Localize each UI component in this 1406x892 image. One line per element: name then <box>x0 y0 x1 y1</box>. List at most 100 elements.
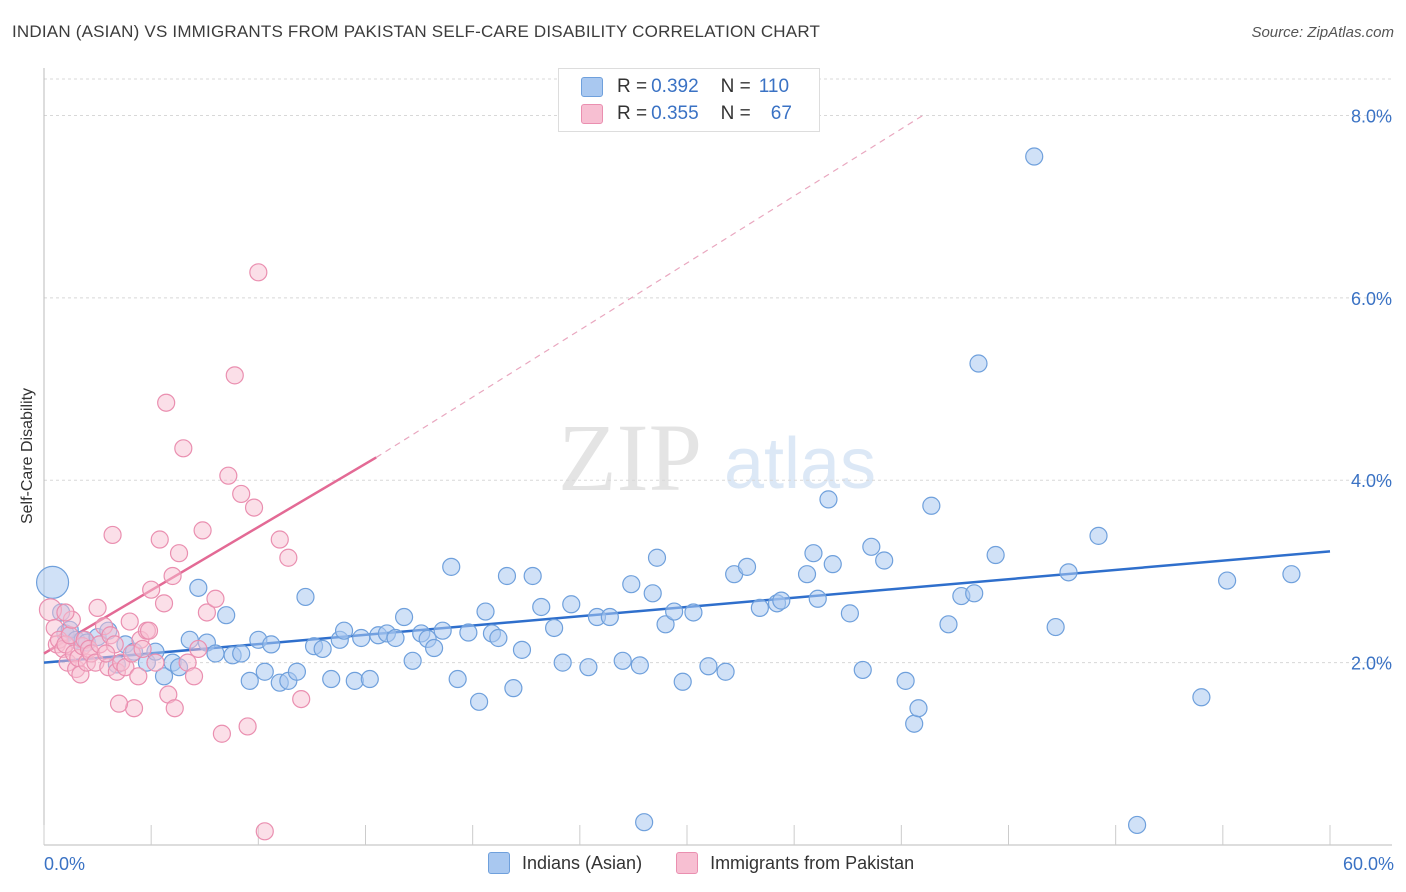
point-pakistan <box>255 822 274 841</box>
point-indians <box>600 607 619 627</box>
point-indians <box>896 671 915 690</box>
legend-row-indians: R = 0.392 N = 110 <box>581 74 789 100</box>
point-indians <box>939 615 958 634</box>
y-tick-label: 8.0% <box>1351 106 1392 126</box>
point-indians <box>296 587 315 607</box>
legend-label-pakistan: Immigrants from Pakistan <box>710 852 915 873</box>
point-indians <box>394 607 414 627</box>
legend-swatch-pink <box>676 852 699 874</box>
legend-r-label: R = <box>617 103 648 124</box>
point-indians <box>322 669 341 689</box>
point-indians <box>840 604 859 623</box>
axes <box>43 68 1392 846</box>
point-indians <box>656 615 675 634</box>
point-indians <box>523 566 542 586</box>
point-indians <box>1192 688 1211 707</box>
point-indians <box>206 644 225 663</box>
point-pakistan <box>244 498 264 517</box>
point-pakistan <box>165 699 184 718</box>
point-indians <box>1127 815 1147 835</box>
point-indians <box>512 640 532 659</box>
point-indians <box>613 651 632 670</box>
point-indians <box>804 544 823 563</box>
point-pakistan <box>109 694 129 713</box>
point-indians <box>622 575 641 594</box>
point-indians <box>1282 565 1301 584</box>
point-indians <box>772 591 791 610</box>
legend-row-pakistan: R = 0.355 N = 67 <box>581 101 792 127</box>
point-pakistan <box>88 598 107 618</box>
y-tick-label: 6.0% <box>1351 289 1392 309</box>
correlation-legend: R = 0.392 N = 110 R = 0.355 N = 67 <box>558 68 820 132</box>
point-indians <box>665 602 684 621</box>
point-pakistan <box>133 639 152 659</box>
point-indians <box>684 603 703 622</box>
point-pakistan <box>124 699 144 718</box>
y-tick-label: 4.0% <box>1351 471 1392 491</box>
point-indians <box>448 669 467 689</box>
point-indians <box>189 578 208 597</box>
point-indians <box>287 662 307 681</box>
legend-swatch-blue <box>488 852 510 874</box>
point-pakistan <box>129 667 148 686</box>
point-indians <box>433 621 452 640</box>
y-axis-label: Self-Care Disability <box>19 387 36 525</box>
point-indians <box>497 566 517 586</box>
series-immigrants-pakistan <box>38 263 311 841</box>
point-indians <box>240 671 259 690</box>
point-pakistan <box>279 548 298 567</box>
point-pakistan <box>270 530 289 549</box>
source-label: Source: ZipAtlas.com <box>1251 24 1394 41</box>
point-indians <box>699 657 718 676</box>
y-tick-label: 2.0% <box>1351 654 1392 674</box>
point-pakistan <box>163 566 182 586</box>
point-pakistan <box>56 603 75 622</box>
series-legend: Indians (Asian) Immigrants from Pakistan <box>488 852 948 874</box>
point-indians <box>1218 571 1237 590</box>
point-indians <box>255 662 274 681</box>
legend-n-label: N = <box>720 76 751 97</box>
point-pakistan <box>146 653 165 672</box>
point-indians <box>823 555 842 574</box>
watermark: ZIP atlas <box>558 404 876 511</box>
point-indians <box>532 597 551 617</box>
point-pakistan <box>219 466 238 485</box>
point-indians <box>1025 147 1044 166</box>
point-indians <box>630 656 649 675</box>
point-indians <box>647 548 667 567</box>
point-pakistan <box>139 621 159 640</box>
point-indians <box>579 658 598 677</box>
grid <box>44 78 1392 664</box>
point-indians <box>154 667 174 686</box>
point-indians <box>35 565 70 599</box>
point-indians <box>716 662 735 681</box>
tick-labels: 2.0% 4.0% 6.0% 8.0% 0.0% 60.0% <box>44 106 1394 874</box>
legend-item-indians[interactable]: Indians (Asian) <box>488 852 642 874</box>
point-indians <box>643 584 662 603</box>
point-indians <box>313 639 332 659</box>
legend-n-value: 110 <box>758 76 790 97</box>
trend-extension-pakistan <box>375 114 924 458</box>
point-indians <box>442 557 461 576</box>
legend-r-value: 0.392 <box>651 76 699 97</box>
point-pakistan <box>249 263 268 282</box>
point-indians <box>469 692 489 711</box>
point-indians <box>862 537 881 556</box>
point-indians <box>1046 617 1065 637</box>
legend-n-value: 67 <box>770 103 792 124</box>
point-indians <box>737 557 757 576</box>
point-indians <box>232 644 251 663</box>
point-indians <box>476 602 495 621</box>
point-pakistan <box>169 544 189 563</box>
point-indians <box>262 635 281 654</box>
point-pakistan <box>232 484 251 504</box>
chart-title: INDIAN (ASIAN) VS IMMIGRANTS FROM PAKIST… <box>12 22 821 41</box>
point-indians <box>352 628 371 648</box>
point-indians <box>459 623 478 642</box>
point-indians <box>819 490 838 509</box>
legend-r-label: R = <box>617 76 648 97</box>
point-pakistan <box>206 589 225 608</box>
point-pakistan <box>238 717 257 736</box>
legend-item-pakistan[interactable]: Immigrants from Pakistan <box>676 852 914 874</box>
